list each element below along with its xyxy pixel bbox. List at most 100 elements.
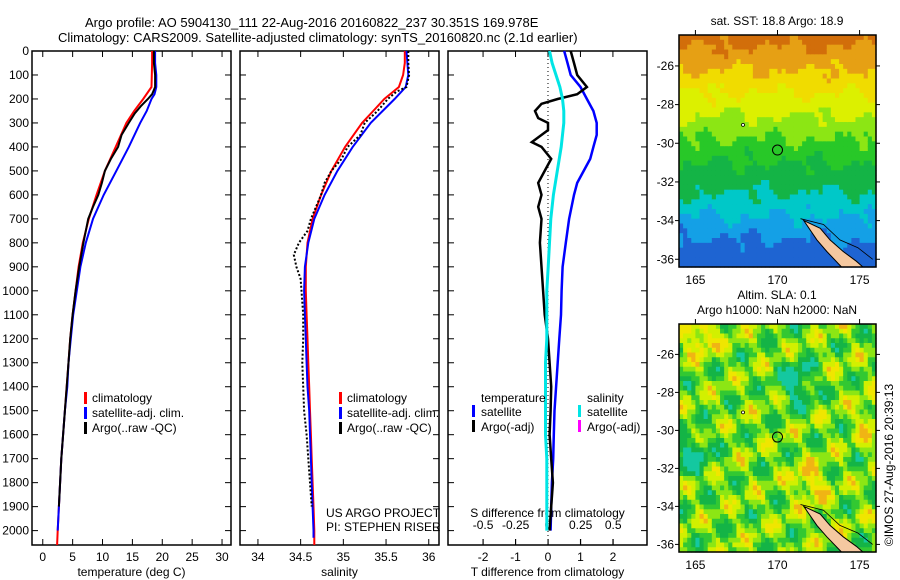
heatmap-cell	[871, 54, 877, 60]
heatmap-cell	[871, 328, 877, 335]
heatmap-cell	[699, 49, 705, 55]
heatmap-cell	[740, 97, 746, 104]
heatmap-cell	[695, 213, 701, 220]
heatmap-cell	[834, 428, 840, 434]
heatmap-cell	[724, 338, 729, 344]
heatmap-cell	[695, 218, 701, 225]
heatmap-cell	[761, 54, 766, 60]
heatmap-cell	[793, 490, 799, 496]
heatmap-cell	[679, 262, 684, 268]
heatmap-cell	[720, 452, 725, 458]
heatmap-cell	[765, 514, 770, 520]
heatmap-cell	[781, 257, 787, 263]
heatmap-cell	[826, 131, 832, 138]
heatmap-cell	[703, 442, 709, 449]
heatmap-cell	[793, 428, 799, 434]
heatmap-cell	[855, 476, 861, 482]
heatmap-cell	[765, 338, 770, 344]
heatmap-cell	[871, 385, 877, 392]
heatmap-cell	[810, 204, 816, 210]
heatmap-cell	[789, 112, 795, 118]
heatmap-cell	[826, 395, 832, 401]
heatmap-cell	[679, 476, 684, 482]
heatmap-cell	[691, 547, 697, 553]
heatmap-cell	[769, 107, 774, 113]
heatmap-cell	[736, 180, 742, 186]
heatmap-cell	[695, 262, 701, 268]
heatmap-cell	[752, 457, 758, 463]
heatmap-cell	[851, 357, 857, 363]
heatmap-cell	[855, 35, 861, 41]
heatmap-cell	[720, 93, 725, 99]
heatmap-cell	[679, 390, 684, 396]
heatmap-cell	[793, 495, 799, 501]
heatmap-cell	[818, 390, 824, 396]
heatmap-cell	[699, 199, 705, 205]
heatmap-cell	[765, 400, 770, 406]
heatmap-cell	[814, 333, 820, 339]
heatmap-cell	[744, 126, 750, 133]
heatmap-cell	[683, 447, 688, 453]
heatmap-cell	[765, 395, 770, 401]
heatmap-cell	[679, 102, 684, 109]
heatmap-cell	[871, 131, 877, 138]
heatmap-cell	[761, 495, 766, 501]
heatmap-cell	[720, 533, 725, 539]
heatmap-cell	[687, 485, 692, 491]
heatmap-cell	[859, 131, 865, 138]
heatmap-cell	[806, 233, 811, 239]
heatmap-cell	[691, 433, 697, 439]
heatmap-cell	[789, 419, 795, 425]
heatmap-cell	[744, 122, 750, 128]
heatmap-cell	[843, 175, 848, 181]
heatmap-cell	[871, 485, 877, 491]
heatmap-cell	[728, 461, 733, 468]
x-tick-label: 5	[69, 550, 76, 564]
heatmap-cell	[818, 151, 824, 157]
heatmap-cell	[863, 338, 869, 344]
heatmap-cell	[785, 112, 791, 118]
heatmap-cell	[744, 366, 750, 373]
heatmap-cell	[744, 542, 750, 548]
heatmap-cell	[679, 457, 684, 463]
heatmap-cell	[740, 514, 746, 520]
heatmap-cell	[736, 175, 742, 181]
heatmap-cell	[781, 504, 787, 510]
heatmap-cell	[802, 423, 807, 430]
heatmap-cell	[810, 184, 816, 191]
heatmap-cell	[777, 189, 783, 196]
heatmap-cell	[830, 324, 836, 330]
heatmap-cell	[720, 204, 725, 210]
heatmap-cell	[785, 362, 791, 368]
heatmap-cell	[806, 495, 811, 501]
heatmap-cell	[748, 533, 754, 539]
heatmap-cell	[830, 409, 836, 415]
heatmap-cell	[748, 509, 754, 515]
heatmap-cell	[756, 97, 762, 104]
heatmap-cell	[720, 223, 725, 229]
heatmap-cell	[855, 252, 861, 258]
heatmap-cell	[851, 428, 857, 434]
heatmap-cell	[798, 44, 803, 51]
heatmap-cell	[715, 390, 721, 396]
heatmap-cell	[867, 160, 873, 167]
heatmap-cell	[830, 547, 836, 553]
heatmap-cell	[683, 131, 688, 138]
heatmap-cell	[679, 49, 684, 55]
heatmap-cell	[695, 476, 701, 482]
heatmap-cell	[810, 395, 816, 401]
heatmap-cell	[793, 509, 799, 515]
heatmap-cell	[687, 59, 692, 65]
heatmap-cell	[720, 194, 725, 200]
heatmap-cell	[703, 509, 709, 515]
heatmap-cell	[728, 471, 733, 477]
heatmap-cell	[752, 257, 758, 263]
heatmap-cell	[810, 213, 816, 220]
heatmap-cell	[798, 343, 803, 349]
heatmap-cell	[695, 49, 701, 55]
heatmap-cell	[761, 117, 766, 123]
heatmap-cell	[777, 328, 783, 335]
heatmap-cell	[691, 252, 697, 258]
heatmap-cell	[851, 385, 857, 392]
heatmap-cell	[748, 523, 754, 529]
